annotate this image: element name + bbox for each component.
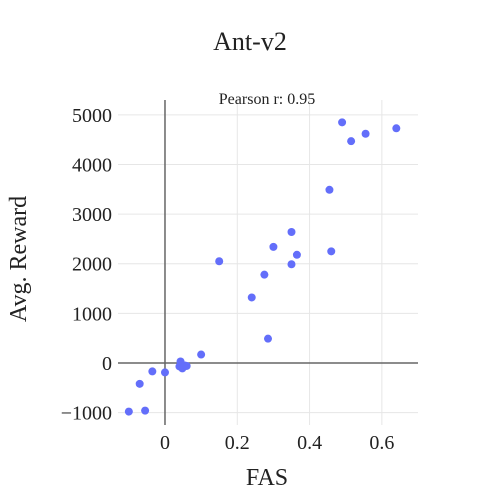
pearson-annotation: Pearson r: 0.95 bbox=[219, 91, 315, 108]
scatter-point bbox=[247, 293, 256, 302]
y-tick-label: 4000 bbox=[72, 155, 112, 177]
zero-lines bbox=[118, 100, 418, 425]
scatter-point bbox=[124, 407, 133, 416]
scatter-point bbox=[325, 185, 334, 194]
x-tick-label: 0 bbox=[160, 432, 170, 454]
x-axis-title: FAS bbox=[246, 465, 288, 491]
scatter-point bbox=[148, 367, 157, 376]
scatter-point bbox=[215, 257, 224, 266]
scatter-point bbox=[361, 129, 370, 138]
scatter-point bbox=[135, 379, 144, 388]
y-tick-label: 5000 bbox=[72, 105, 112, 127]
data-points bbox=[124, 118, 401, 416]
tick-labels: 0 0.2 0.4 0.6 −1000 0 1000 2000 3000 4000 5000 bbox=[61, 105, 395, 454]
scatter-point bbox=[197, 350, 206, 359]
y-tick-label: 1000 bbox=[72, 303, 112, 325]
scatter-point bbox=[287, 227, 296, 236]
y-axis-title: Avg. Reward bbox=[6, 196, 32, 322]
scatter-point bbox=[182, 361, 191, 370]
scatter-point bbox=[347, 137, 356, 146]
scatter-point bbox=[260, 270, 269, 279]
scatter-point bbox=[392, 124, 401, 133]
y-tick-label: 3000 bbox=[72, 204, 112, 226]
y-tick-label: −1000 bbox=[61, 403, 112, 425]
scatter-point bbox=[338, 118, 347, 127]
y-tick-label: 2000 bbox=[72, 254, 112, 276]
scatter-point bbox=[269, 242, 278, 251]
scatter-point bbox=[141, 406, 150, 415]
chart-title: Ant-v2 bbox=[213, 27, 287, 56]
x-tick-label: 0.6 bbox=[369, 432, 394, 454]
x-tick-label: 0.4 bbox=[297, 432, 322, 454]
grid bbox=[118, 100, 418, 425]
x-tick-label: 0.2 bbox=[225, 432, 250, 454]
scatter-point bbox=[287, 260, 296, 269]
scatter-point bbox=[160, 368, 169, 377]
y-tick-label: 0 bbox=[102, 353, 112, 375]
scatter-point bbox=[264, 334, 272, 343]
scatter-point bbox=[327, 247, 336, 256]
scatter-point bbox=[292, 250, 301, 259]
